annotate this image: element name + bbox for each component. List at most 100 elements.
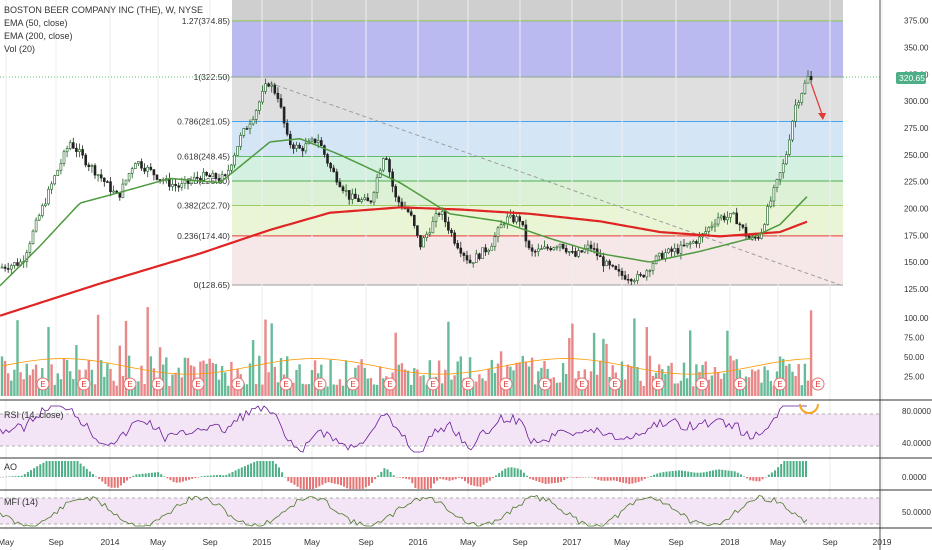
chart-title: BOSTON BEER COMPANY INC (THE), W, NYSE xyxy=(4,5,203,15)
candle-body xyxy=(639,274,642,276)
ao-bar xyxy=(774,470,776,477)
volume-bar xyxy=(143,384,146,396)
candle-body xyxy=(788,139,791,155)
fib-zone xyxy=(232,205,843,236)
volume-bar xyxy=(763,366,766,396)
mfi-band xyxy=(0,498,880,524)
ao-bar xyxy=(284,476,287,478)
candle-body xyxy=(589,244,593,249)
volume-bar xyxy=(369,378,373,396)
earnings-marker xyxy=(191,377,205,391)
candle-body xyxy=(332,167,336,173)
earnings-letter: E xyxy=(283,380,288,389)
volume-bar xyxy=(90,369,94,396)
volume-bar xyxy=(186,357,190,396)
candle-body xyxy=(369,200,373,203)
ao-bar xyxy=(637,477,640,483)
ao-bar xyxy=(222,475,225,477)
ao-bar xyxy=(126,477,129,481)
volume-bar xyxy=(146,307,149,396)
ao-bar xyxy=(392,475,395,477)
candle-body xyxy=(298,144,301,149)
downtrend-line[interactable] xyxy=(269,82,844,287)
earnings-marker xyxy=(499,377,513,391)
candle-body xyxy=(301,147,305,152)
volume-bar xyxy=(475,381,478,396)
volume-bar xyxy=(75,345,78,396)
candle-body xyxy=(660,252,664,260)
volume-bar xyxy=(124,320,128,396)
volume-bar xyxy=(47,326,50,396)
ao-bar xyxy=(57,461,60,477)
candle-body xyxy=(623,275,627,280)
projection-arrow[interactable] xyxy=(810,82,824,118)
candle-body xyxy=(459,247,463,254)
ao-bar xyxy=(606,477,609,481)
candle-body xyxy=(372,192,376,203)
ao-bar xyxy=(138,474,141,477)
candle-body xyxy=(713,223,717,227)
volume-bar xyxy=(3,360,7,396)
earnings-marker xyxy=(811,377,825,391)
candle-body xyxy=(685,242,689,246)
ao-bar xyxy=(420,477,423,489)
candle-body xyxy=(757,237,760,239)
candle-body xyxy=(0,266,4,269)
candle-body xyxy=(484,247,487,253)
volume-bar xyxy=(515,362,518,396)
ao-bar xyxy=(495,475,497,477)
ao-bar xyxy=(439,477,442,479)
rsi-highlight-circle[interactable] xyxy=(799,403,819,414)
candle-body xyxy=(397,196,401,203)
ao-bar xyxy=(101,477,104,482)
volume-bar xyxy=(428,360,431,396)
ao-bar xyxy=(216,475,218,477)
ao-bar xyxy=(473,477,476,486)
ao-bar xyxy=(268,461,271,477)
rsi-tick-label: 80.0000 xyxy=(902,407,931,416)
candle-body xyxy=(78,149,81,152)
candle-body xyxy=(347,190,351,200)
candle-body xyxy=(106,181,109,183)
fibonacci-retracement[interactable]: 1.27(374.85) 1(322.50) 0.786(281.05) 0.618(… xyxy=(0,0,880,290)
ao-bar xyxy=(532,477,535,480)
volume-bar xyxy=(592,332,596,396)
ao-bar xyxy=(569,476,572,478)
ao-bar xyxy=(349,477,352,489)
volume-bar xyxy=(382,378,385,396)
candle-body xyxy=(174,184,177,187)
earnings-marker xyxy=(36,377,50,391)
ao-bar xyxy=(340,477,342,486)
ao-bar xyxy=(566,477,569,479)
ao-bar xyxy=(206,475,209,477)
ao-bar xyxy=(693,472,696,477)
candle-body xyxy=(695,241,698,244)
mfi-pane-label: MFI (14) xyxy=(4,497,38,507)
ao-bar xyxy=(798,461,801,477)
candle-body xyxy=(245,128,249,130)
ao-bar xyxy=(76,461,79,477)
volume-bar xyxy=(286,356,289,396)
volume-bar xyxy=(65,359,69,396)
ao-bar xyxy=(17,475,20,477)
ao-bar xyxy=(764,476,767,478)
candle-body xyxy=(282,106,286,124)
ao-bar xyxy=(45,461,48,477)
ao-bar xyxy=(408,477,411,480)
volume-bar xyxy=(140,365,143,396)
ao-bar xyxy=(426,477,429,489)
ao-bar xyxy=(581,477,584,478)
volume-bar xyxy=(716,372,720,396)
candle-body xyxy=(72,142,75,149)
candle-body xyxy=(633,280,636,282)
volume-bar xyxy=(456,361,459,396)
volume-bar xyxy=(558,382,562,396)
candle-body xyxy=(419,235,422,248)
fib-zone xyxy=(232,235,843,285)
ao-bar xyxy=(318,477,321,487)
last-price-tag xyxy=(896,72,926,84)
candle-body xyxy=(732,212,735,215)
ao-bar xyxy=(327,477,330,483)
